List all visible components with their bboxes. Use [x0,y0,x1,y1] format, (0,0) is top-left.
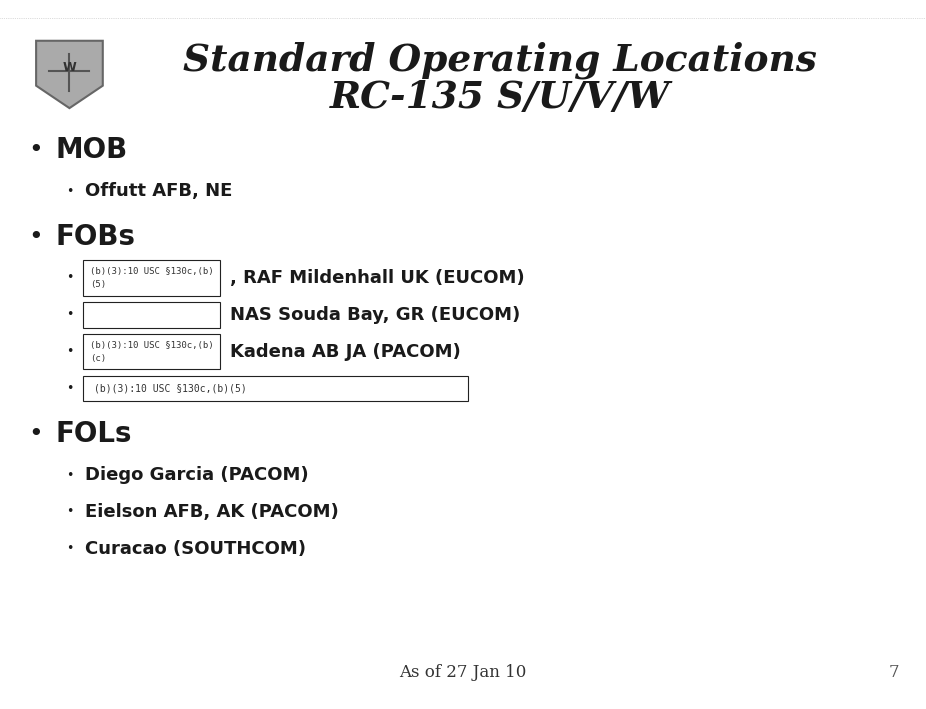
Text: Diego Garcia (PACOM): Diego Garcia (PACOM) [85,466,308,484]
Text: •: • [66,272,73,284]
Text: W: W [63,61,76,74]
Text: •: • [66,542,73,555]
Text: •: • [66,185,73,198]
Text: •: • [28,225,43,249]
Text: 7: 7 [888,664,899,681]
Text: NAS Souda Bay, GR (EUCOM): NAS Souda Bay, GR (EUCOM) [230,306,519,324]
Text: (b)(3):10 USC §130c,(b)(5): (b)(3):10 USC §130c,(b)(5) [94,384,247,393]
Text: •: • [66,345,73,358]
Text: (b)(3):10 USC §130c,(b): (b)(3):10 USC §130c,(b) [90,267,214,276]
Polygon shape [36,41,103,108]
Text: Curacao (SOUTHCOM): Curacao (SOUTHCOM) [85,540,307,558]
Text: (5): (5) [90,280,106,289]
Text: Offutt AFB, NE: Offutt AFB, NE [85,182,232,201]
Text: Standard Operating Locations: Standard Operating Locations [183,42,817,79]
Text: RC-135 S/U/V/W: RC-135 S/U/V/W [330,79,670,116]
Text: •: • [28,138,43,162]
Text: (c): (c) [90,354,106,362]
Text: •: • [66,469,73,481]
Text: (b)(3):10 USC §130c,(b): (b)(3):10 USC §130c,(b) [90,341,214,350]
Text: , RAF Mildenhall UK (EUCOM): , RAF Mildenhall UK (EUCOM) [230,269,524,287]
Text: •: • [66,506,73,518]
FancyBboxPatch shape [83,376,468,401]
Text: Kadena AB JA (PACOM): Kadena AB JA (PACOM) [230,342,460,361]
Text: MOB: MOB [56,136,128,164]
Text: FOBs: FOBs [56,223,135,251]
Text: •: • [28,422,43,446]
Text: Eielson AFB, AK (PACOM): Eielson AFB, AK (PACOM) [85,503,339,521]
FancyBboxPatch shape [83,334,220,369]
Text: As of 27 Jan 10: As of 27 Jan 10 [399,664,527,681]
FancyBboxPatch shape [83,302,220,328]
FancyBboxPatch shape [83,260,220,296]
Text: •: • [66,308,73,321]
Text: •: • [66,382,73,395]
Text: FOLs: FOLs [56,420,132,448]
